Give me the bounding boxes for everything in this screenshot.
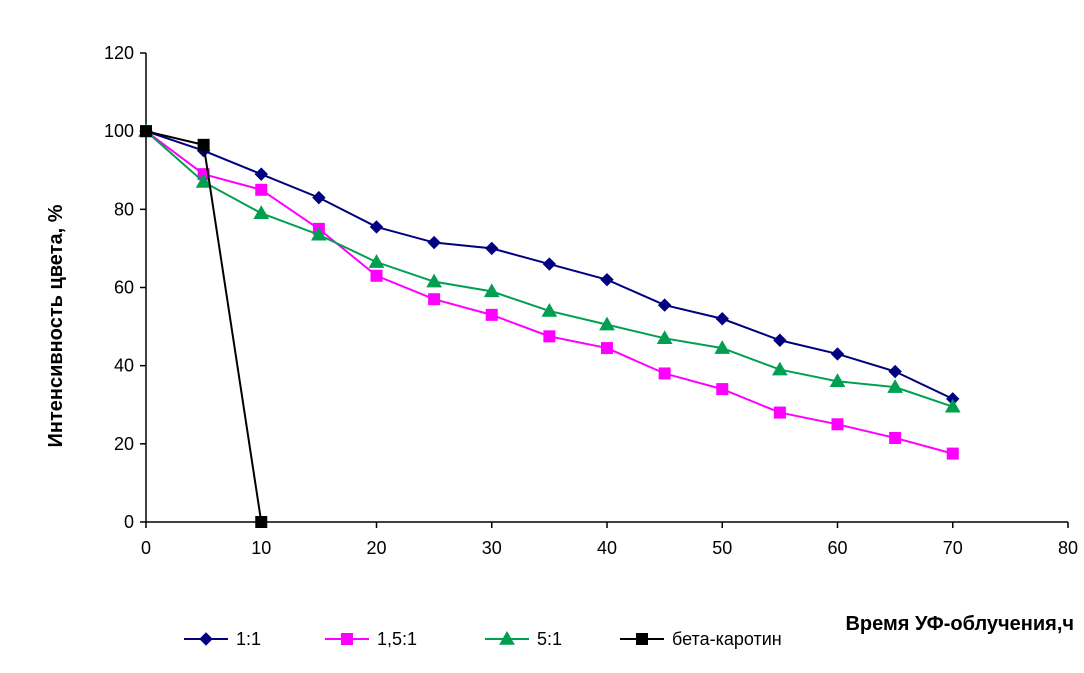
- data-point-5-1: [772, 361, 788, 376]
- data-point-1-5-1: [255, 183, 268, 196]
- data-point-1-5-1: [370, 269, 383, 282]
- axes: 0 20 40 60 80 100 120 0 10 20 30 40 50 60 70 80: [104, 43, 1078, 558]
- x-axis-title: Время УФ-облучения,ч: [845, 613, 1074, 635]
- data-point-1-5-1: [543, 330, 556, 343]
- y-axis-title: Интенсивность цвета, %: [45, 204, 67, 447]
- plot-series: [138, 123, 961, 528]
- y-tick-label: 100: [104, 121, 134, 141]
- series-5-1: [138, 123, 961, 413]
- data-point-5-1: [656, 330, 673, 345]
- data-point-1-1: [830, 347, 845, 361]
- data-point-5-1: [944, 398, 961, 413]
- legend-label: 1,5:1: [377, 629, 417, 649]
- series-1-5-1: [140, 125, 959, 460]
- data-point-5-1: [368, 254, 385, 268]
- data-point-5-1: [541, 302, 558, 317]
- data-point-1-1: [369, 220, 384, 234]
- data-point-1-5-1: [831, 418, 844, 431]
- data-point-1-1: [657, 298, 672, 312]
- legend-item-бета-каротин: бета-каротин: [620, 629, 782, 649]
- data-point-5-1: [311, 226, 327, 241]
- data-point-1-1: [888, 364, 902, 379]
- data-point-1-1: [600, 272, 614, 287]
- y-tick-label: 20: [114, 434, 134, 454]
- series-1-1: [139, 124, 960, 406]
- y-tick-label: 120: [104, 43, 134, 63]
- y-tick-label: 40: [114, 356, 134, 376]
- data-point-5-1: [599, 316, 615, 331]
- series-бета-каротин: [140, 125, 268, 528]
- data-point-1-5-1: [601, 342, 613, 355]
- data-point-5-1: [253, 205, 270, 219]
- x-tick-label: 0: [141, 538, 151, 558]
- legend-item-1-1: 1:1: [184, 629, 261, 649]
- data-point-1-1: [427, 235, 441, 250]
- data-point-бета-каротин: [140, 125, 152, 138]
- data-point-1-1: [715, 312, 729, 326]
- x-tick-label: 70: [943, 538, 963, 558]
- data-point-1-5-1: [658, 367, 671, 380]
- legend: 1:1 1,5:1 5:1 бета-каротин: [184, 629, 782, 649]
- series-line-бета-каротин: [145, 130, 263, 523]
- data-point-1-5-1: [946, 447, 959, 460]
- data-point-5-1: [483, 283, 500, 298]
- legend-marker: [199, 632, 213, 646]
- x-tick-label: 30: [482, 538, 502, 558]
- data-point-5-1: [426, 273, 442, 288]
- data-point-1-5-1: [485, 308, 498, 321]
- data-point-5-1: [714, 340, 731, 354]
- legend-item-5-1: 5:1: [485, 629, 562, 649]
- x-tick-label: 40: [597, 538, 617, 558]
- y-tick-label: 80: [114, 199, 134, 219]
- data-point-1-5-1: [716, 383, 729, 396]
- x-tick-label: 60: [827, 538, 847, 558]
- legend-label: 1:1: [236, 629, 261, 649]
- data-point-1-5-1: [428, 293, 441, 306]
- x-tick-label: 50: [712, 538, 732, 558]
- data-point-5-1: [887, 379, 903, 393]
- series-line-1-5-1: [145, 130, 954, 455]
- data-point-1-1: [254, 167, 268, 181]
- x-ticks: 0 10 20 30 40 50 60 70 80: [141, 522, 1078, 558]
- data-point-1-5-1: [773, 406, 786, 419]
- legend-label: бета-каротин: [672, 629, 782, 649]
- legend-item-1-5-1: 1,5:1: [325, 629, 417, 649]
- legend-marker: [636, 633, 648, 645]
- data-point-1-1: [312, 190, 326, 205]
- y-tick-label: 0: [124, 512, 134, 532]
- x-tick-label: 10: [251, 538, 271, 558]
- data-point-1-1: [773, 333, 787, 347]
- data-point-5-1: [195, 173, 212, 188]
- data-point-бета-каротин: [255, 516, 268, 528]
- x-tick-label: 80: [1058, 538, 1078, 558]
- legend-label: 5:1: [537, 629, 562, 649]
- data-point-1-5-1: [889, 431, 902, 444]
- data-point-бета-каротин: [197, 138, 210, 151]
- legend-marker: [499, 630, 515, 645]
- data-point-1-1: [485, 241, 499, 256]
- data-point-5-1: [829, 373, 846, 388]
- data-point-1-1: [542, 257, 557, 271]
- y-ticks: 0 20 40 60 80 100 120: [104, 43, 146, 532]
- y-tick-label: 60: [114, 278, 134, 298]
- legend-marker: [341, 633, 353, 645]
- x-tick-label: 20: [366, 538, 386, 558]
